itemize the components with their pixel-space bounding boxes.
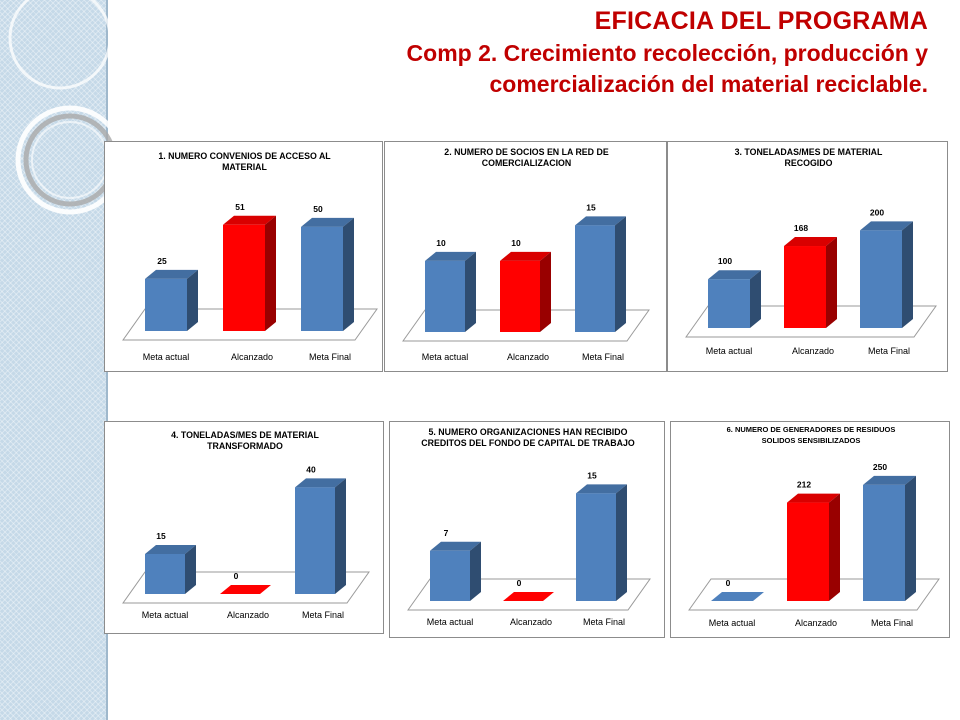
bar-meta-actual: [145, 269, 198, 331]
data-label: 51: [235, 202, 245, 212]
chart-title: RECOGIDO: [785, 158, 833, 168]
data-label: 0: [517, 578, 522, 588]
category-label: Alcanzado: [795, 618, 837, 628]
chart-panel-2: 2. NUMERO DE SOCIOS EN LA RED DE COMERCIA…: [384, 141, 667, 372]
chart-title: 6. NUMERO DE GENERADORES DE RESIDUOS: [727, 425, 896, 434]
data-label: 7: [444, 528, 449, 538]
data-label: 40: [306, 464, 316, 474]
bar-alcanzado: [784, 237, 837, 328]
bar-alcanzado: [503, 592, 554, 601]
chart-title: 4. TONELADAS/MES DE MATERIAL: [171, 430, 319, 440]
data-label: 100: [718, 256, 732, 266]
data-label: 250: [873, 462, 887, 472]
category-label: Alcanzado: [507, 352, 549, 362]
bar-chart-5: 5. NUMERO ORGANIZACIONES HAN RECIBIDOCRE…: [407, 427, 651, 627]
bar-meta-actual: [430, 541, 481, 601]
category-label: Meta Final: [302, 610, 344, 620]
bar-alcanzado: [500, 251, 551, 332]
bar-chart-4: 4. TONELADAS/MES DE MATERIALTRANSFORMADO…: [122, 430, 370, 620]
bar-alcanzado: [223, 215, 276, 331]
category-label: Alcanzado: [231, 352, 273, 362]
bar-meta-final: [863, 475, 916, 601]
bar-meta-final: [576, 484, 627, 601]
chart-panel-5: 5. NUMERO ORGANIZACIONES HAN RECIBIDO CRE…: [389, 421, 665, 638]
data-label: 15: [156, 531, 166, 541]
side-decoration-band: [0, 0, 106, 720]
chart-title: TRANSFORMADO: [207, 441, 283, 451]
bar-meta-final: [575, 216, 626, 332]
bar-meta-final: [301, 217, 354, 331]
data-label: 10: [511, 238, 521, 248]
data-label: 15: [587, 470, 597, 480]
bar-meta-final: [860, 221, 913, 328]
chart-panel-6: 6. NUMERO DE GENERADORES DE RESIDUOS SOLI…: [670, 421, 950, 638]
bar-meta-actual: [425, 251, 476, 332]
chart-title: 5. NUMERO ORGANIZACIONES HAN RECIBIDO: [429, 427, 628, 437]
slide-title-block: EFICACIA DEL PROGRAMA Comp 2. Crecimient…: [228, 4, 928, 100]
data-label: 50: [313, 204, 323, 214]
bar-chart-6: 6. NUMERO DE GENERADORES DE RESIDUOS SOLI…: [688, 425, 940, 628]
chart-title: SOLIDOS SENSIBILIZADOS: [762, 436, 861, 445]
chart-title: 1. NUMERO CONVENIOS DE ACCESO AL: [158, 151, 331, 161]
category-label: Meta actual: [422, 352, 469, 362]
slide-subtitle-line-2: comercialización del material reciclable…: [489, 71, 929, 97]
bar-meta-actual: [708, 270, 761, 328]
category-label: Meta actual: [427, 617, 474, 627]
slide-title: EFICACIA DEL PROGRAMA: [594, 7, 928, 35]
bar-chart-2: 2. NUMERO DE SOCIOS EN LA RED DECOMERCIA…: [402, 147, 650, 362]
data-label: 0: [726, 578, 731, 588]
chart-title: 2. NUMERO DE SOCIOS EN LA RED DE: [444, 147, 609, 157]
category-label: Meta Final: [868, 346, 910, 356]
category-label: Meta Final: [309, 352, 351, 362]
category-label: Meta Final: [583, 617, 625, 627]
data-label: 212: [797, 480, 811, 490]
chart-title: CREDITOS DEL FONDO DE CAPITAL DE TRABAJO: [421, 438, 635, 448]
bar-meta-actual: [711, 592, 764, 601]
category-label: Meta actual: [143, 352, 190, 362]
data-label: 0: [234, 571, 239, 581]
bar-alcanzado: [787, 493, 840, 601]
bar-meta-actual: [145, 545, 196, 594]
slide-subtitle-line-1: Comp 2. Crecimiento recolección, producc…: [406, 40, 928, 66]
category-label: Meta Final: [582, 352, 624, 362]
data-label: 15: [586, 202, 596, 212]
category-label: Meta actual: [142, 610, 189, 620]
category-label: Meta Final: [871, 618, 913, 628]
chart-title: MATERIAL: [222, 162, 267, 172]
data-label: 25: [157, 256, 167, 266]
chart-title: 3. TONELADAS/MES DE MATERIAL: [735, 147, 883, 157]
category-label: Alcanzado: [227, 610, 269, 620]
category-label: Meta actual: [706, 346, 753, 356]
category-label: Meta actual: [709, 618, 756, 628]
data-label: 168: [794, 223, 808, 233]
data-label: 10: [436, 238, 446, 248]
chart-panel-3: 3. TONELADAS/MES DE MATERIAL RECOGIDO 100 M…: [667, 141, 948, 372]
bar-chart-1: 1. NUMERO CONVENIOS DE ACCESO ALMATERIAL…: [122, 151, 378, 362]
chart-panel-4: 4. TONELADAS/MES DE MATERIAL TRANSFORMADO…: [104, 421, 384, 634]
bar-meta-final: [295, 478, 346, 594]
data-label: 200: [870, 207, 884, 217]
category-label: Alcanzado: [792, 346, 834, 356]
category-label: Alcanzado: [510, 617, 552, 627]
chart-panel-1: 1. NUMERO CONVENIOS DE ACCESO AL MATERIAL…: [104, 141, 383, 372]
bar-alcanzado: [220, 585, 271, 594]
chart-title: COMERCIALIZACION: [482, 158, 571, 168]
